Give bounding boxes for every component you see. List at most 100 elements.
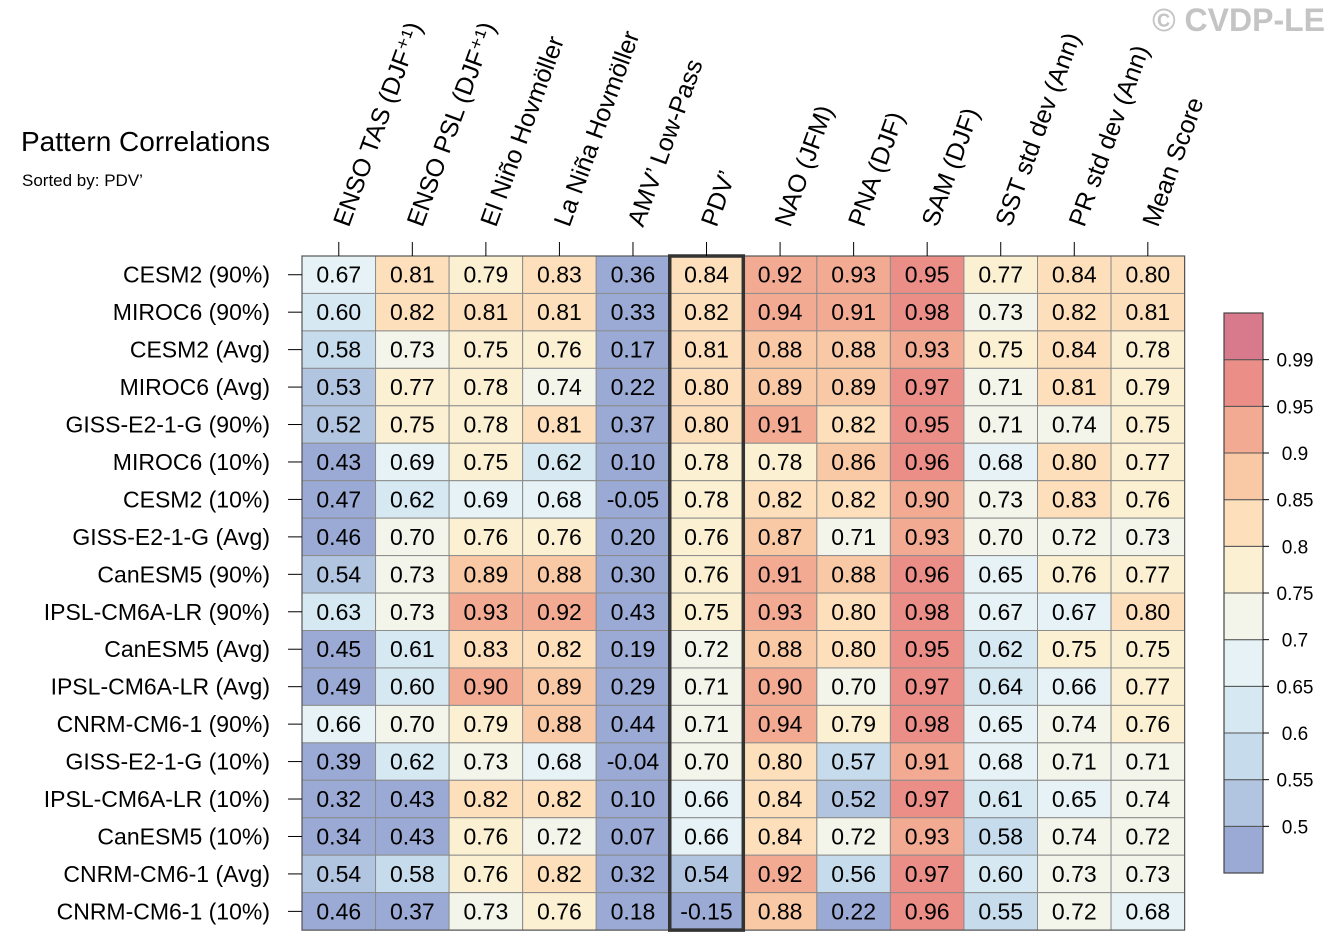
- heatmap-cell: [1110, 330, 1186, 369]
- cell-value-label: 0.88: [758, 898, 803, 924]
- cell-value-label: 0.58: [978, 823, 1023, 849]
- cell-value-label: 0.71: [1052, 749, 1097, 775]
- heatmap-cell: [301, 892, 377, 931]
- heatmap-cell: [669, 292, 744, 332]
- cell-value-label: 0.82: [537, 636, 582, 662]
- cell-value-label: 0.74: [1052, 823, 1097, 849]
- heatmap-cell: [375, 592, 450, 631]
- cell-value-label: 0.45: [316, 636, 361, 662]
- cell-value-label: 0.79: [463, 711, 508, 737]
- heatmap-cell: [301, 779, 377, 819]
- colorbar-label: 0.75: [1277, 584, 1314, 605]
- cell-value-label: 0.30: [611, 561, 656, 587]
- cell-value-label: 0.76: [463, 823, 508, 849]
- heatmap-cell: [1110, 892, 1186, 931]
- heatmap-cell: [522, 817, 597, 856]
- heatmap-cell: [889, 517, 965, 557]
- heatmap-cell: [742, 667, 818, 706]
- cell-value-label: 0.46: [316, 524, 361, 550]
- heatmap-cell: [963, 854, 1039, 894]
- cell-value-label: 0.19: [611, 636, 656, 662]
- heatmap-cell: [1037, 255, 1112, 294]
- cell-value-label: 0.97: [905, 374, 950, 400]
- heatmap-cell: [669, 480, 744, 519]
- cell-value-label: 0.98: [905, 711, 950, 737]
- heatmap-cell: [1037, 517, 1112, 557]
- heatmap-cell: [963, 630, 1039, 669]
- cell-value-label: 0.43: [390, 786, 435, 812]
- cell-value-label: 0.81: [1125, 299, 1170, 325]
- cell-value-label: 0.70: [390, 524, 435, 550]
- cell-value-label: 0.47: [316, 486, 361, 512]
- cell-value-label: 0.97: [905, 861, 950, 887]
- cell-value-label: 0.82: [684, 299, 729, 325]
- row-label: CNRM-CM6-1 (90%): [57, 711, 270, 737]
- heatmap-cell: [963, 742, 1039, 781]
- cell-value-label: 0.66: [1052, 674, 1097, 700]
- heatmap-cell: [816, 442, 891, 482]
- cell-value-label: 0.54: [316, 861, 361, 887]
- cell-value-label: 0.44: [611, 711, 656, 737]
- cell-value-label: 0.80: [1052, 449, 1097, 475]
- cell-value-label: 0.18: [611, 898, 656, 924]
- heatmap-cell: [1110, 405, 1186, 444]
- heatmap-cell: [375, 255, 450, 294]
- cell-value-label: 0.68: [537, 486, 582, 512]
- cell-value-label: 0.84: [1052, 337, 1097, 363]
- cell-value-label: 0.92: [758, 262, 803, 288]
- cell-value-label: 0.72: [1052, 898, 1097, 924]
- cell-value-label: 0.78: [684, 486, 729, 512]
- heatmap-cell: [595, 667, 671, 706]
- cell-value-label: 0.65: [978, 711, 1023, 737]
- colorbar-swatch: [1223, 779, 1264, 827]
- cell-value-label: 0.95: [905, 262, 950, 288]
- cell-value-label: 0.93: [463, 599, 508, 625]
- column-label: AMV’ Low-Pass: [622, 56, 708, 231]
- cell-value-label: 0.95: [905, 412, 950, 438]
- colorbar-swatch: [1223, 685, 1264, 734]
- heatmap-cell: [522, 517, 597, 557]
- cell-value-label: 0.62: [390, 749, 435, 775]
- heatmap-cell: [595, 517, 671, 557]
- cell-value-label: 0.80: [831, 636, 876, 662]
- heatmap-cell: [1110, 517, 1186, 557]
- cell-value-label: 0.78: [463, 412, 508, 438]
- cell-value-label: 0.70: [831, 674, 876, 700]
- cell-value-label: 0.68: [537, 749, 582, 775]
- cell-value-label: 0.74: [1125, 786, 1170, 812]
- row-label: CESM2 (10%): [123, 486, 270, 512]
- cell-value-label: 0.37: [390, 898, 435, 924]
- colorbar-label: 0.9: [1282, 444, 1308, 465]
- cell-value-label: 0.73: [978, 486, 1023, 512]
- cell-value-label: 0.89: [831, 374, 876, 400]
- row-label: MIROC6 (90%): [113, 299, 270, 325]
- cell-value-label: 0.58: [390, 861, 435, 887]
- heatmap-cell: [301, 555, 377, 594]
- heatmap-cell: [1110, 480, 1186, 519]
- heatmap-cell: [889, 704, 965, 744]
- cell-value-label: 0.82: [758, 486, 803, 512]
- heatmap-cell: [522, 480, 597, 519]
- cell-value-label: 0.71: [978, 374, 1023, 400]
- cell-value-label: 0.34: [316, 823, 361, 849]
- cell-value-label: 0.76: [537, 337, 582, 363]
- chart-subtitle: Sorted by: PDV’: [22, 171, 143, 190]
- cell-value-label: 0.43: [390, 823, 435, 849]
- heatmap-cell: [669, 854, 744, 894]
- cell-value-label: 0.61: [390, 636, 435, 662]
- row-label: CanESM5 (90%): [97, 561, 270, 587]
- row-label: GISS-E2-1-G (90%): [66, 412, 271, 438]
- cell-value-label: 0.32: [611, 861, 656, 887]
- cell-value-label: 0.73: [463, 898, 508, 924]
- heatmap-cell: [375, 892, 450, 931]
- colorbar-swatch: [1223, 359, 1264, 407]
- cell-value-label: 0.79: [463, 262, 508, 288]
- colorbar-label: 0.85: [1277, 491, 1314, 512]
- cell-value-label: 0.88: [537, 561, 582, 587]
- cell-value-label: 0.43: [611, 599, 656, 625]
- cell-value-label: 0.07: [611, 823, 656, 849]
- cell-value-label: 0.82: [537, 861, 582, 887]
- heatmap-cell: [1110, 555, 1186, 594]
- heatmap-cell: [1037, 405, 1112, 444]
